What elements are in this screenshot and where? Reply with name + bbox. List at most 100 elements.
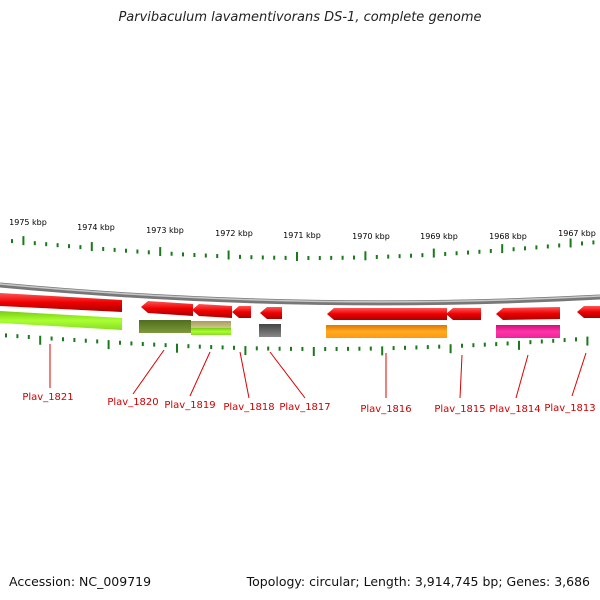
minor-tick (221, 345, 224, 350)
major-tick (312, 346, 315, 356)
gene-arrow-plav1816[interactable] (327, 308, 447, 320)
gene-arrow-plav1820[interactable] (141, 301, 193, 316)
minor-tick (592, 240, 595, 245)
minor-tick (438, 344, 441, 349)
gene-label-plav1820[interactable]: Plav_1820 (107, 397, 158, 408)
gene-label-plav1819[interactable]: Plav_1819 (164, 400, 215, 411)
minor-tick (563, 338, 566, 343)
scale-label: 1967 kbp (558, 229, 596, 238)
minor-tick (347, 346, 349, 351)
gene-label-plav1821[interactable]: Plav_1821 (22, 392, 73, 403)
minor-tick (444, 251, 447, 256)
minor-tick (11, 239, 13, 244)
major-tick (518, 340, 520, 350)
minor-tick (410, 253, 412, 258)
gene-label-plav1813[interactable]: Plav_1813 (544, 403, 595, 414)
major-tick (364, 251, 367, 261)
gene-arrow-plav1818[interactable] (232, 306, 251, 318)
minor-tick (130, 341, 133, 346)
gene-arrow-plav1821[interactable] (0, 293, 122, 312)
minor-tick (153, 342, 156, 347)
minor-tick (369, 346, 372, 351)
minor-tick (552, 338, 555, 343)
minor-tick (489, 248, 492, 253)
scale-label: 1968 kbp (489, 232, 527, 241)
gene-arrow-plav1814[interactable] (496, 307, 560, 320)
minor-tick (461, 343, 463, 348)
gene-label-plav1818[interactable]: Plav_1818 (223, 402, 274, 413)
minor-tick (581, 241, 583, 246)
minor-tick (5, 333, 7, 338)
major-tick (569, 238, 572, 248)
minor-tick (170, 251, 173, 256)
minor-tick (478, 249, 481, 254)
minor-tick (198, 344, 201, 349)
major-tick (244, 346, 247, 356)
minor-tick (341, 255, 344, 260)
scale-label: 1975 kbp (9, 218, 47, 227)
minor-tick (387, 254, 390, 259)
minor-tick (210, 345, 213, 350)
minor-tick (398, 254, 401, 259)
major-tick (296, 251, 298, 261)
minor-tick (278, 346, 281, 351)
minor-tick (267, 346, 270, 351)
minor-tick (529, 340, 532, 345)
major-tick (449, 344, 452, 354)
gene-arrow-plav1813[interactable] (577, 306, 600, 318)
minor-tick (483, 342, 486, 347)
minor-tick (250, 255, 253, 260)
minor-tick (45, 242, 48, 247)
major-tick (159, 247, 162, 257)
minor-tick (136, 249, 139, 254)
minor-tick (404, 345, 406, 350)
gene-label-plav1815[interactable]: Plav_1815 (434, 404, 485, 415)
minor-tick (56, 243, 59, 248)
minor-tick (96, 339, 99, 344)
minor-tick (16, 334, 19, 339)
minor-tick (546, 244, 549, 249)
major-tick (501, 244, 504, 254)
minor-tick (187, 344, 190, 349)
accession-text: Accession: NC_009719 (9, 574, 152, 589)
gene-arrow-plav1817[interactable] (260, 307, 282, 319)
minor-tick (324, 346, 327, 351)
major-tick (381, 346, 384, 356)
gene-arrow-plav1815[interactable] (446, 308, 481, 320)
minor-tick (62, 337, 64, 342)
gene-label-plav1814[interactable]: Plav_1814 (489, 404, 540, 415)
scale-label: 1971 kbp (283, 231, 321, 240)
major-tick (39, 335, 42, 345)
minor-tick (102, 246, 105, 251)
major-tick (227, 250, 230, 260)
gene-label-plav1816[interactable]: Plav_1816 (360, 404, 411, 415)
bar-lime-1819 (191, 328, 231, 335)
minor-tick (261, 255, 264, 260)
bar-orange-1816 (326, 325, 447, 338)
minor-tick (301, 346, 304, 351)
gene-arrow-plav1819[interactable] (192, 304, 232, 318)
minor-tick (421, 253, 424, 258)
minor-tick (540, 339, 543, 344)
minor-tick (495, 342, 498, 347)
genome-backbone (0, 282, 600, 306)
major-tick (107, 340, 110, 350)
minor-tick (358, 346, 361, 351)
lower-scale-ticks (5, 333, 589, 356)
minor-tick (353, 255, 355, 260)
minor-tick (27, 334, 30, 339)
bar-magenta-1814 (496, 325, 560, 338)
gene-label-plav1817[interactable]: Plav_1817 (279, 402, 330, 413)
minor-tick (33, 241, 36, 246)
minor-tick (255, 346, 258, 351)
minor-tick (141, 342, 144, 347)
minor-tick (467, 250, 469, 255)
minor-tick (335, 346, 338, 351)
scale-label: 1973 kbp (146, 226, 184, 235)
minor-tick (113, 247, 116, 252)
minor-tick (239, 254, 241, 259)
minor-tick (182, 252, 184, 257)
major-tick (586, 336, 589, 346)
minor-tick (330, 255, 333, 260)
